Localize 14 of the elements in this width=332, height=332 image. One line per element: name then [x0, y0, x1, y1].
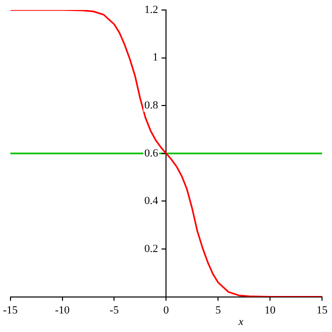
x-tick-label: 0 — [163, 304, 170, 316]
x-axis-title: x — [238, 316, 244, 328]
y-tick-label: 0.6 — [144, 147, 159, 160]
x-tick-label: -10 — [54, 304, 70, 316]
x-tick-label: -15 — [2, 304, 18, 316]
x-tick-label: -5 — [110, 304, 120, 316]
y-tick-label: 0.8 — [144, 99, 159, 112]
y-tick-label: 1 — [152, 52, 158, 64]
x-tick-label: 10 — [264, 304, 276, 316]
y-tick-label: 0.4 — [144, 195, 159, 208]
x-tick-label: 15 — [316, 304, 328, 316]
y-tick-label: 0.2 — [144, 242, 158, 255]
x-tick-label: 5 — [215, 304, 222, 316]
y-tick-label: 1.2 — [144, 4, 158, 16]
